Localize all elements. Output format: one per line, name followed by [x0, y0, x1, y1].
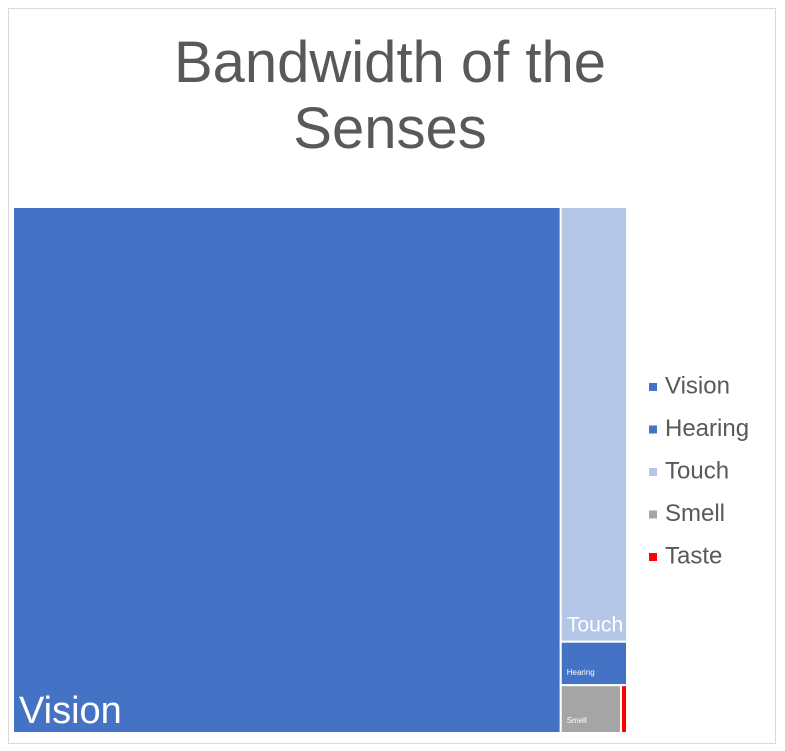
- legend-label: Vision: [665, 372, 730, 399]
- chart-title: Bandwidth of the Senses: [173, 30, 607, 161]
- treemap-cell: [619, 684, 629, 735]
- treemap-cell: [559, 206, 628, 643]
- treemap-cell: [559, 684, 622, 735]
- chart-frame: [8, 8, 776, 744]
- cell-label: Vision: [19, 690, 122, 732]
- legend-swatch: [649, 553, 657, 561]
- cell-label: Hearing: [567, 668, 595, 677]
- legend-label: Hearing: [665, 415, 749, 442]
- legend-label: Smell: [665, 500, 725, 527]
- legend-label: Touch: [665, 457, 729, 484]
- legend-label: Taste: [665, 542, 722, 569]
- legend-swatch: [649, 468, 657, 476]
- legend-swatch: [649, 510, 657, 519]
- legend-swatch: [649, 425, 657, 434]
- cell-label: Smell: [567, 716, 587, 725]
- legend-swatch: [649, 383, 657, 391]
- treemap-cell: [12, 206, 562, 734]
- treemap-cell: [559, 640, 628, 687]
- cell-label: Touch: [567, 614, 624, 637]
